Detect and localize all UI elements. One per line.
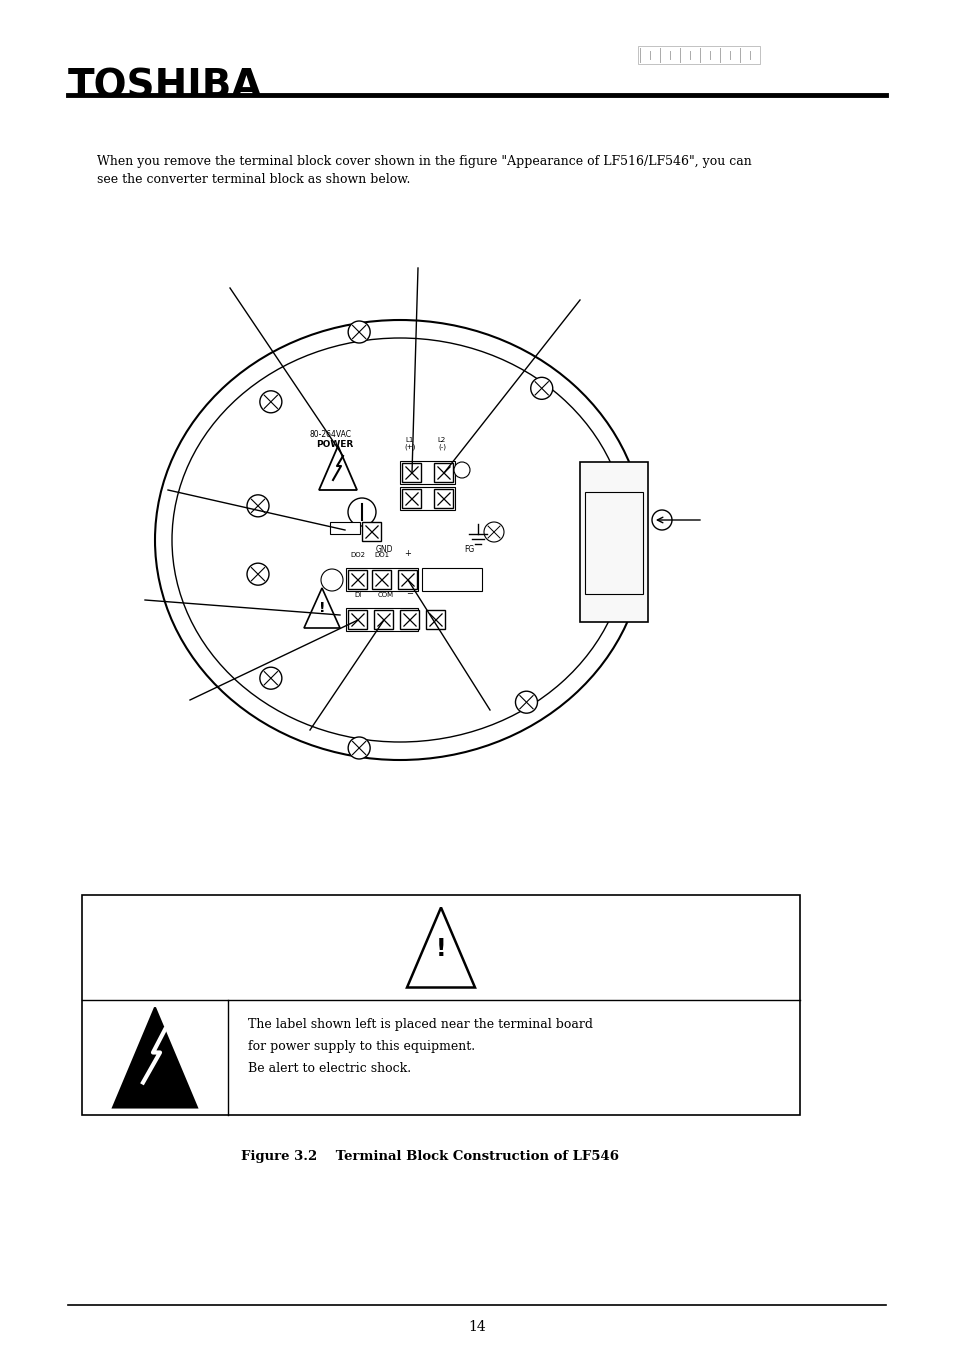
Bar	[399, 460, 455, 485]
Circle shape	[348, 321, 370, 343]
Circle shape	[483, 522, 503, 541]
Bar	[584, 491, 642, 594]
Text: GND: GND	[375, 545, 393, 554]
Bar	[346, 608, 417, 630]
Bar	[421, 568, 481, 591]
Circle shape	[454, 462, 470, 478]
Text: FG: FG	[463, 545, 474, 554]
Text: Figure 3.2    Terminal Block Construction of LF546: Figure 3.2 Terminal Block Construction o…	[241, 1150, 618, 1162]
Bar	[434, 463, 453, 482]
Bar	[434, 490, 453, 509]
Text: !: !	[436, 937, 446, 961]
Bar	[426, 610, 445, 629]
Circle shape	[320, 568, 343, 591]
Text: −: −	[406, 589, 413, 598]
Circle shape	[515, 691, 537, 713]
Bar	[399, 487, 455, 510]
Bar	[402, 463, 421, 482]
Text: TOSHIBA: TOSHIBA	[68, 68, 262, 107]
Text: The label shown left is placed near the terminal board: The label shown left is placed near the …	[248, 1018, 593, 1031]
Bar	[375, 610, 393, 629]
Text: L1
(+): L1 (+)	[404, 437, 416, 450]
Circle shape	[530, 377, 552, 400]
Bar	[82, 895, 800, 1115]
Text: Be alert to electric shock.: Be alert to electric shock.	[248, 1062, 411, 1075]
Bar	[348, 610, 367, 629]
Text: !: !	[318, 601, 325, 616]
Text: When you remove the terminal block cover shown in the figure "Appearance of LF51: When you remove the terminal block cover…	[97, 155, 751, 167]
Text: POWER: POWER	[315, 440, 353, 450]
Bar	[400, 610, 419, 629]
Bar	[579, 462, 647, 622]
Circle shape	[259, 667, 281, 690]
Text: COM: COM	[377, 593, 394, 598]
Circle shape	[247, 495, 269, 517]
Bar	[346, 568, 417, 591]
Text: 14: 14	[468, 1320, 485, 1334]
Text: 80-264VAC: 80-264VAC	[310, 431, 352, 439]
Text: see the converter terminal block as shown below.: see the converter terminal block as show…	[97, 173, 410, 186]
Circle shape	[348, 737, 370, 759]
Bar	[348, 571, 367, 590]
Text: DO1: DO1	[374, 552, 389, 558]
Circle shape	[247, 563, 269, 585]
Bar	[372, 571, 391, 590]
Text: DO2: DO2	[350, 552, 365, 558]
Text: DI: DI	[354, 593, 361, 598]
Text: for power supply to this equipment.: for power supply to this equipment.	[248, 1040, 475, 1053]
Bar	[402, 490, 421, 509]
Bar	[638, 46, 760, 63]
Circle shape	[259, 390, 281, 413]
Bar	[398, 571, 417, 590]
Bar	[330, 522, 359, 535]
Circle shape	[348, 498, 375, 526]
Bar	[362, 522, 381, 541]
Text: +: +	[404, 549, 411, 558]
Text: L2
(-): L2 (-)	[437, 437, 446, 450]
Polygon shape	[112, 1007, 196, 1107]
